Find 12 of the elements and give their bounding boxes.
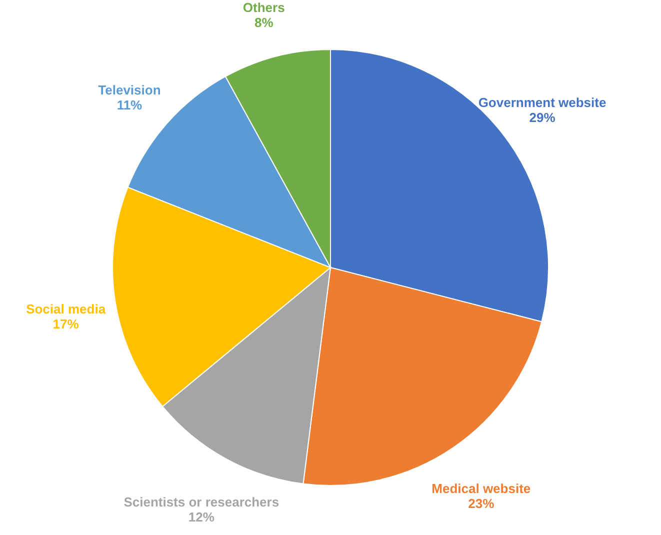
slice-label: Others: [242, 0, 285, 15]
data-label: 23%: [468, 496, 495, 512]
slice-label: Government website: [478, 95, 606, 110]
data-label: 11%: [116, 97, 143, 112]
data-label: 17%: [52, 316, 80, 332]
data-label: 8%: [254, 14, 274, 30]
slice-label: Television: [98, 82, 161, 98]
data-label: 12%: [188, 509, 215, 524]
slice-label: Social media: [26, 301, 106, 316]
data-label: 29%: [529, 110, 556, 126]
slice-label: Scientists or researchers: [124, 494, 280, 510]
slice-label: Medical website: [432, 481, 531, 496]
